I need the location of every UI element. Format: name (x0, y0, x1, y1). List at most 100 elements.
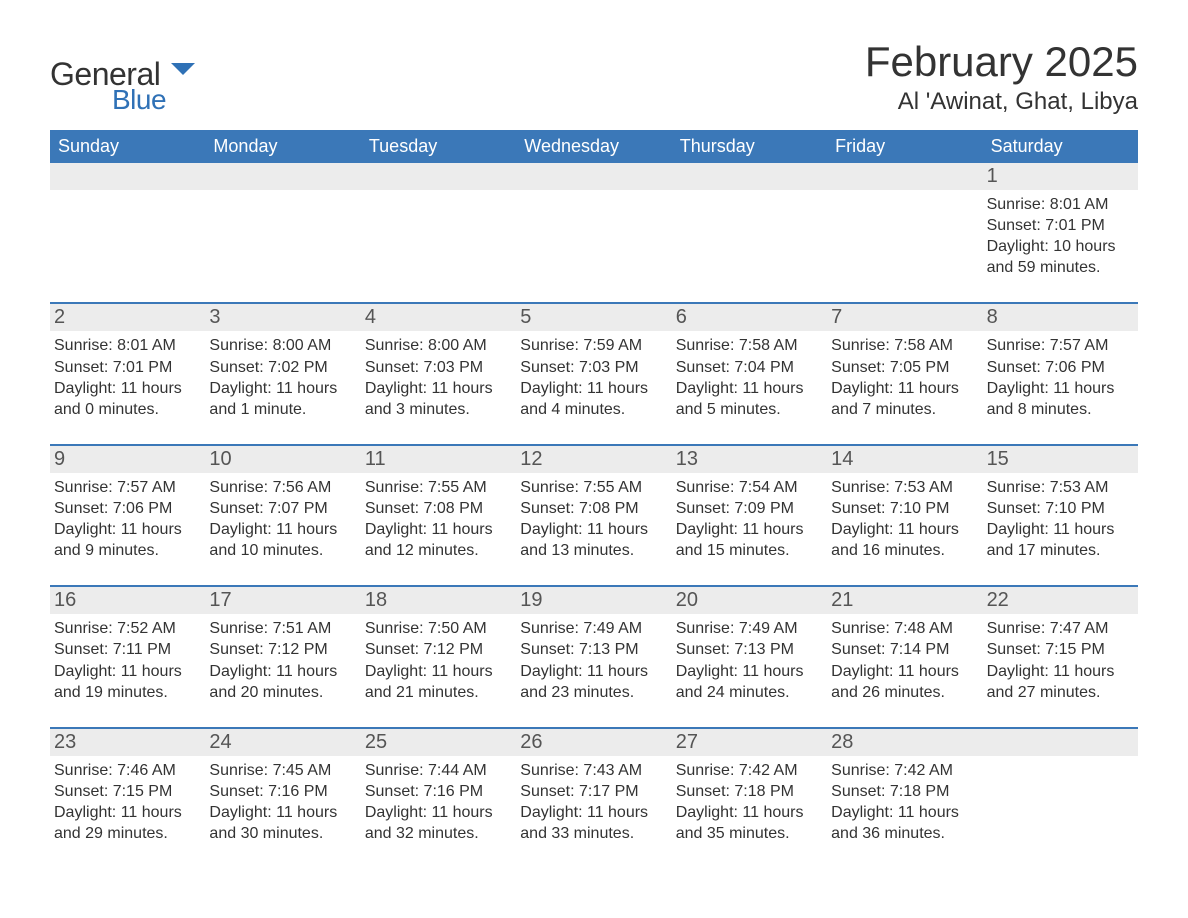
day-detail-line: Sunset: 7:14 PM (831, 639, 972, 660)
day-detail-line: Sunrise: 7:48 AM (831, 618, 972, 639)
calendar-week: 9101112131415Sunrise: 7:57 AMSunset: 7:0… (50, 444, 1138, 565)
day-detail-line: Sunset: 7:15 PM (987, 639, 1128, 660)
day-detail (50, 190, 205, 282)
day-detail-line: Sunset: 7:06 PM (987, 357, 1128, 378)
day-number: 4 (361, 304, 516, 331)
day-detail: Sunrise: 7:46 AMSunset: 7:15 PMDaylight:… (50, 756, 205, 848)
day-detail: Sunrise: 7:53 AMSunset: 7:10 PMDaylight:… (983, 473, 1138, 565)
day-number (827, 163, 982, 190)
day-detail-line: Daylight: 11 hours and 7 minutes. (831, 378, 972, 420)
day-detail-line: Sunrise: 7:49 AM (676, 618, 817, 639)
day-detail-line: Daylight: 11 hours and 13 minutes. (520, 519, 661, 561)
day-number: 20 (672, 587, 827, 614)
day-detail: Sunrise: 7:57 AMSunset: 7:06 PMDaylight:… (983, 331, 1138, 423)
day-detail-line: Sunrise: 7:43 AM (520, 760, 661, 781)
day-number: 10 (205, 446, 360, 473)
day-detail-line: Daylight: 11 hours and 5 minutes. (676, 378, 817, 420)
day-detail-line: Sunrise: 7:44 AM (365, 760, 506, 781)
day-detail-line: Sunrise: 7:58 AM (676, 335, 817, 356)
weekday-header: SundayMondayTuesdayWednesdayThursdayFrid… (50, 130, 1138, 163)
day-number: 11 (361, 446, 516, 473)
day-detail (361, 190, 516, 282)
day-detail-line: Sunset: 7:01 PM (987, 215, 1128, 236)
day-number: 12 (516, 446, 671, 473)
day-number: 26 (516, 729, 671, 756)
detail-row: Sunrise: 8:01 AMSunset: 7:01 PMDaylight:… (50, 331, 1138, 423)
weekday-label: Thursday (672, 130, 827, 163)
day-detail-line: Sunset: 7:16 PM (209, 781, 350, 802)
day-detail-line: Sunset: 7:12 PM (209, 639, 350, 660)
calendar-week: 1Sunrise: 8:01 AMSunset: 7:01 PMDaylight… (50, 163, 1138, 282)
day-detail-line: Daylight: 11 hours and 1 minute. (209, 378, 350, 420)
day-number: 9 (50, 446, 205, 473)
day-number: 18 (361, 587, 516, 614)
day-number: 17 (205, 587, 360, 614)
day-detail-line: Sunrise: 7:47 AM (987, 618, 1128, 639)
brand-blue: Blue (112, 86, 166, 114)
day-number (361, 163, 516, 190)
daynum-row: 1 (50, 163, 1138, 190)
day-detail: Sunrise: 7:55 AMSunset: 7:08 PMDaylight:… (516, 473, 671, 565)
day-detail-line: Sunrise: 7:42 AM (676, 760, 817, 781)
day-detail-line: Sunset: 7:05 PM (831, 357, 972, 378)
weekday-label: Monday (205, 130, 360, 163)
day-detail-line: Sunrise: 8:00 AM (365, 335, 506, 356)
day-detail-line: Sunset: 7:13 PM (520, 639, 661, 660)
day-detail: Sunrise: 7:58 AMSunset: 7:05 PMDaylight:… (827, 331, 982, 423)
day-detail-line: Sunrise: 7:59 AM (520, 335, 661, 356)
day-detail-line: Daylight: 11 hours and 33 minutes. (520, 802, 661, 844)
day-detail-line: Sunset: 7:12 PM (365, 639, 506, 660)
day-detail: Sunrise: 7:43 AMSunset: 7:17 PMDaylight:… (516, 756, 671, 848)
day-detail: Sunrise: 7:47 AMSunset: 7:15 PMDaylight:… (983, 614, 1138, 706)
day-detail-line: Sunrise: 7:58 AM (831, 335, 972, 356)
day-number: 3 (205, 304, 360, 331)
day-number: 1 (983, 163, 1138, 190)
brand-logo: General Blue (50, 28, 196, 114)
day-detail-line: Sunset: 7:15 PM (54, 781, 195, 802)
day-detail: Sunrise: 7:51 AMSunset: 7:12 PMDaylight:… (205, 614, 360, 706)
brand-text: General Blue (50, 58, 166, 114)
day-detail-line: Sunrise: 7:46 AM (54, 760, 195, 781)
calendar-grid: SundayMondayTuesdayWednesdayThursdayFrid… (50, 130, 1138, 848)
day-number (205, 163, 360, 190)
day-detail (516, 190, 671, 282)
day-number: 19 (516, 587, 671, 614)
day-number: 7 (827, 304, 982, 331)
day-number: 28 (827, 729, 982, 756)
flag-icon (170, 63, 196, 83)
day-detail-line: Sunrise: 7:57 AM (987, 335, 1128, 356)
day-detail-line: Sunrise: 8:01 AM (54, 335, 195, 356)
day-detail: Sunrise: 8:01 AMSunset: 7:01 PMDaylight:… (50, 331, 205, 423)
day-detail: Sunrise: 7:52 AMSunset: 7:11 PMDaylight:… (50, 614, 205, 706)
day-detail: Sunrise: 7:55 AMSunset: 7:08 PMDaylight:… (361, 473, 516, 565)
day-detail-line: Sunrise: 7:52 AM (54, 618, 195, 639)
page-header: General Blue February 2025 Al 'Awinat, G… (50, 28, 1138, 116)
weekday-label: Tuesday (361, 130, 516, 163)
calendar-week: 2345678Sunrise: 8:01 AMSunset: 7:01 PMDa… (50, 302, 1138, 423)
day-detail-line: Daylight: 11 hours and 12 minutes. (365, 519, 506, 561)
day-detail: Sunrise: 7:53 AMSunset: 7:10 PMDaylight:… (827, 473, 982, 565)
weekday-label: Friday (827, 130, 982, 163)
day-detail-line: Daylight: 10 hours and 59 minutes. (987, 236, 1128, 278)
day-detail: Sunrise: 7:54 AMSunset: 7:09 PMDaylight:… (672, 473, 827, 565)
day-detail: Sunrise: 8:00 AMSunset: 7:02 PMDaylight:… (205, 331, 360, 423)
day-detail-line: Daylight: 11 hours and 32 minutes. (365, 802, 506, 844)
daynum-row: 16171819202122 (50, 587, 1138, 614)
day-detail-line: Sunrise: 7:51 AM (209, 618, 350, 639)
day-detail-line: Daylight: 11 hours and 9 minutes. (54, 519, 195, 561)
weekday-label: Saturday (983, 130, 1138, 163)
day-number: 8 (983, 304, 1138, 331)
day-detail (672, 190, 827, 282)
day-number: 2 (50, 304, 205, 331)
day-detail-line: Sunset: 7:03 PM (365, 357, 506, 378)
day-detail-line: Sunset: 7:04 PM (676, 357, 817, 378)
day-detail-line: Sunrise: 7:53 AM (987, 477, 1128, 498)
day-detail-line: Sunrise: 8:00 AM (209, 335, 350, 356)
day-detail: Sunrise: 8:01 AMSunset: 7:01 PMDaylight:… (983, 190, 1138, 282)
day-detail: Sunrise: 8:00 AMSunset: 7:03 PMDaylight:… (361, 331, 516, 423)
day-detail-line: Sunset: 7:06 PM (54, 498, 195, 519)
weekday-label: Wednesday (516, 130, 671, 163)
detail-row: Sunrise: 7:57 AMSunset: 7:06 PMDaylight:… (50, 473, 1138, 565)
day-detail (205, 190, 360, 282)
day-detail-line: Sunrise: 7:55 AM (365, 477, 506, 498)
